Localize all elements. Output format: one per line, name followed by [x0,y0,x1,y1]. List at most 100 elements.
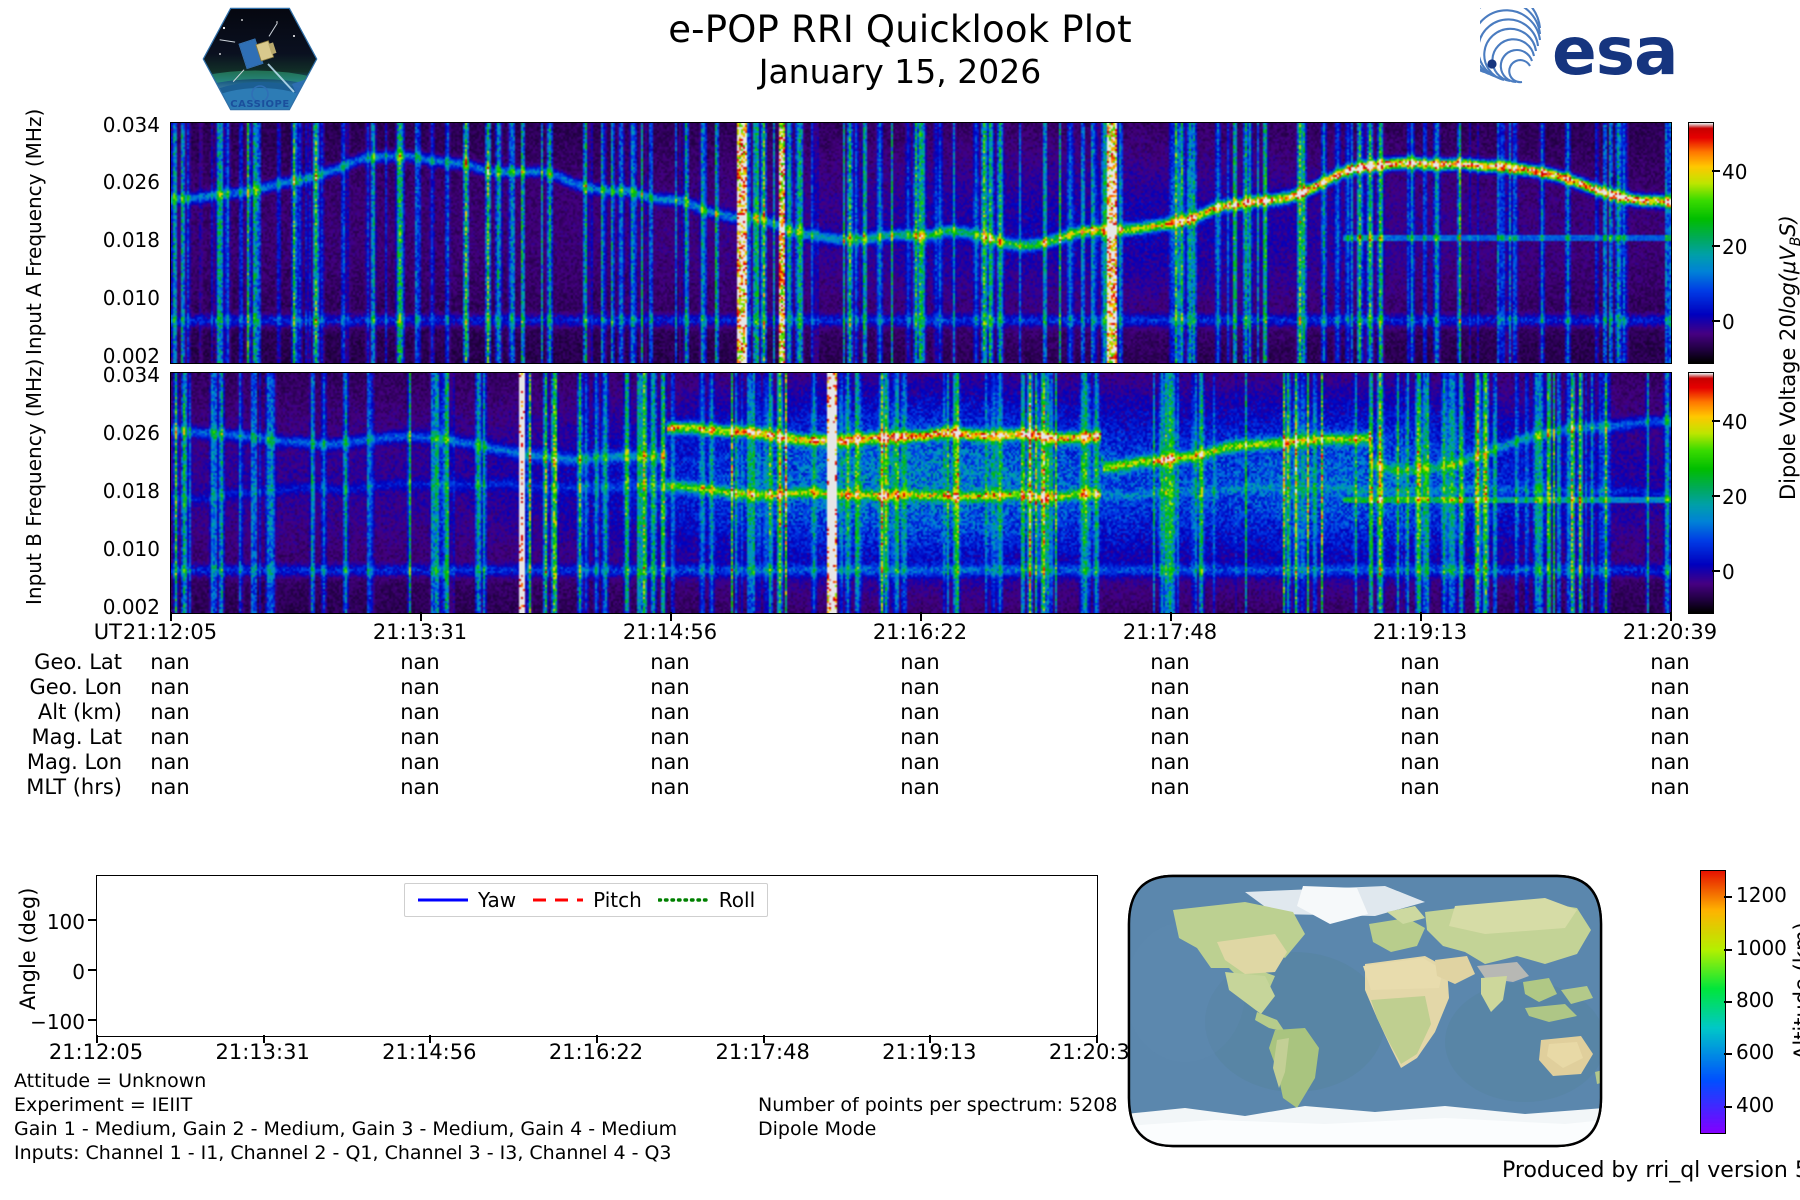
ephemeris-cell-r1-c3: nan [900,650,940,674]
ephemeris-cell-r2-c4: nan [1150,675,1190,699]
ephemeris-cell-r3-c2: nan [650,700,690,724]
ephemeris-cell-r4-c0: nan [150,725,190,749]
ephemeris-cell-r4-c2: nan [650,725,690,749]
ephemeris-cell-r1-c0: nan [150,650,190,674]
cassiope-mission-patch-icon: CASSIOPE [202,6,318,112]
attitude-xtick-3: 21:16:22 [548,1040,644,1064]
ephemeris-cell-r5-c4: nan [1150,750,1190,774]
altitude-colorbar-tick-1: 600 [1736,1040,1775,1065]
legend-item-roll: Roll [657,888,755,912]
panel-b-ytick-4: 0.002 [102,595,160,619]
voltage-colorbar-label-mu: μV [1776,246,1800,274]
ephemeris-cell-r6-c1: nan [400,775,440,799]
attitude-xtick-1: 21:13:31 [215,1040,310,1064]
ephemeris-cell-r2-c1: nan [400,675,440,699]
panel-b-ytick-3: 0.010 [102,537,160,561]
attitude-legend: Yaw Pitch Roll [404,883,769,917]
ephemeris-row-label-3: Alt (km) [37,700,122,724]
altitude-colorbar-tick-4: 1200 [1736,883,1787,908]
svg-text:CASSIOPE: CASSIOPE [230,99,289,110]
footer-dipole-mode: Dipole Mode [758,1118,877,1140]
altitude-colorbar-tick-3: 1000 [1736,935,1787,960]
footer-experiment: Experiment = IEIIT [14,1094,193,1116]
ephemeris-cell-r3-c4: nan [1150,700,1190,724]
voltage-colorbar-b-tick-40: 40 [1722,410,1748,434]
esa-logo-icon: esa [1455,0,1710,90]
yaw-line-icon [418,898,468,902]
panel-b-ytick-1: 0.026 [102,421,160,445]
attitude-ylabel: Angle (deg) [16,887,40,1010]
voltage-colorbar-b [1688,372,1714,614]
footer-credit: Produced by rri_ql version 5 [1502,1158,1800,1183]
voltage-colorbar-label-log: log( [1776,274,1800,315]
ephemeris-cell-r6-c5: nan [1400,775,1440,799]
ephemeris-cell-r0-c3: 21:16:22 [872,620,968,644]
ephemeris-row-label-1: Geo. Lat [34,650,122,674]
attitude-ytick-0: 0 [72,960,85,984]
ephemeris-row-label-0: UT [93,620,122,644]
input-a-spectrogram[interactable] [170,122,1672,364]
panel-b-ytick-0: 0.034 [102,363,160,387]
ephemeris-cell-r0-c5: 21:19:13 [1372,620,1468,644]
legend-label-pitch: Pitch [593,888,642,912]
ground-track-map[interactable] [1125,872,1605,1150]
legend-item-yaw: Yaw [417,888,516,912]
ephemeris-cell-r3-c6: nan [1650,700,1690,724]
ephemeris-cell-r5-c3: nan [900,750,940,774]
panel-b-ylabel: Input B Frequency (MHz) [22,358,46,605]
altitude-colorbar [1700,870,1726,1134]
ephemeris-row-label-5: Mag. Lon [26,750,122,774]
footer-inputs: Inputs: Channel 1 - I1, Channel 2 - Q1, … [14,1142,672,1164]
ephemeris-cell-r6-c0: nan [150,775,190,799]
ephemeris-row-label-2: Geo. Lon [29,675,122,699]
attitude-xtick-0: 21:12:05 [48,1040,144,1064]
attitude-xtick-2: 21:14:56 [382,1040,477,1064]
ephemeris-cell-r3-c5: nan [1400,700,1440,724]
legend-label-yaw: Yaw [478,888,517,912]
ephemeris-row-label-4: Mag. Lat [31,725,122,749]
ephemeris-cell-r1-c5: nan [1400,650,1440,674]
attitude-xtick-4: 21:17:48 [715,1040,810,1064]
ephemeris-cell-r6-c2: nan [650,775,690,799]
ephemeris-cell-r5-c5: nan [1400,750,1440,774]
ephemeris-cell-r5-c1: nan [400,750,440,774]
ephemeris-cell-r0-c6: 21:20:39 [1622,620,1718,644]
ephemeris-cell-r0-c4: 21:17:48 [1122,620,1218,644]
panel-a-ytick-2: 0.018 [102,228,160,252]
ephemeris-cell-r1-c4: nan [1150,650,1190,674]
ephemeris-cell-r0-c2: 21:14:56 [622,620,718,644]
voltage-colorbar-label-suffix: S) [1776,215,1800,237]
ephemeris-cell-r3-c1: nan [400,700,440,724]
ephemeris-cell-r6-c6: nan [1650,775,1690,799]
ephemeris-cell-r1-c6: nan [1650,650,1690,674]
ephemeris-cell-r2-c6: nan [1650,675,1690,699]
ephemeris-cell-r2-c2: nan [650,675,690,699]
ephemeris-cell-r3-c0: nan [150,700,190,724]
page-subtitle-date: January 15, 2026 [758,52,1042,91]
voltage-colorbar-a-tick-40: 40 [1722,160,1748,184]
ephemeris-cell-r5-c2: nan [650,750,690,774]
ephemeris-cell-r4-c1: nan [400,725,440,749]
panel-a-ytick-0: 0.034 [102,113,160,137]
page-title: e-POP RRI Quicklook Plot [668,8,1132,51]
altitude-colorbar-label: Altitude (km) [1790,922,1800,1060]
attitude-ytick-neg100: −100 [30,1010,85,1034]
ephemeris-cell-r6-c3: nan [900,775,940,799]
roll-line-icon [657,898,710,902]
panel-a-ylabel: Input A Frequency (MHz) [22,108,46,355]
pitch-line-icon [533,898,584,902]
ephemeris-cell-r4-c3: nan [900,725,940,749]
input-b-spectrogram[interactable] [170,372,1672,614]
ephemeris-cell-r4-c6: nan [1650,725,1690,749]
voltage-colorbar-label-sub: B [1788,237,1800,247]
voltage-colorbar-b-tick-20: 20 [1722,485,1748,509]
ephemeris-cell-r0-c0: 21:12:05 [122,620,218,644]
attitude-xtick-5: 21:19:13 [882,1040,977,1064]
ephemeris-cell-r2-c5: nan [1400,675,1440,699]
footer-attitude: Attitude = Unknown [14,1070,207,1092]
ephemeris-cell-r5-c0: nan [150,750,190,774]
panel-b-ytick-2: 0.018 [102,479,160,503]
ephemeris-cell-r4-c5: nan [1400,725,1440,749]
attitude-xtick-6: 21:20:39 [1048,1040,1144,1064]
footer-gains: Gain 1 - Medium, Gain 2 - Medium, Gain 3… [14,1118,678,1140]
